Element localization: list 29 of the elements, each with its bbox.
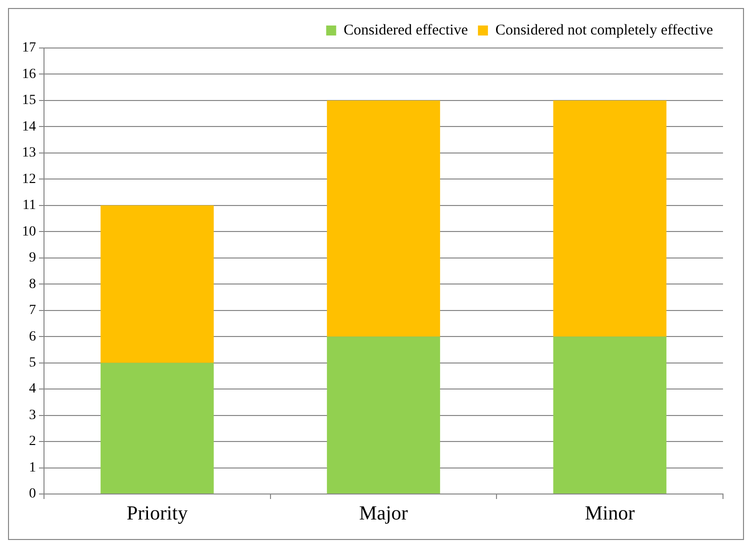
bar (326, 100, 440, 337)
bar (100, 362, 214, 494)
x-tick-label: Major (359, 502, 408, 524)
y-tick-label: 13 (22, 146, 36, 161)
y-tick-label: 15 (22, 93, 36, 108)
y-tick-label: 8 (29, 276, 36, 292)
y-tick-label: 9 (29, 250, 36, 266)
y-tick-label: 14 (22, 119, 36, 134)
bar (553, 336, 666, 494)
y-tick-label: 11 (22, 198, 36, 214)
bar (100, 205, 214, 363)
x-tick-label: Minor (584, 502, 636, 524)
y-tick-label: 3 (29, 408, 36, 423)
y-tick-label: 0 (29, 486, 36, 502)
y-tick-label: 5 (29, 355, 36, 370)
y-tick-label: 12 (22, 172, 36, 187)
y-tick-label: 16 (22, 66, 36, 82)
y-tick-label: 4 (29, 382, 36, 397)
bar (326, 336, 440, 494)
x-tick-label: Priority (126, 502, 188, 524)
y-tick-label: 7 (29, 303, 36, 318)
y-tick-label: 1 (29, 460, 36, 476)
legend-label: Considered not completely effective (495, 22, 714, 38)
legend-label: Considered effective (344, 22, 468, 38)
bar (553, 100, 666, 337)
y-tick-label: 6 (29, 329, 36, 344)
y-tick-label: 10 (22, 224, 36, 240)
y-tick-label: 17 (22, 40, 36, 56)
y-tick-label: 2 (29, 434, 36, 450)
